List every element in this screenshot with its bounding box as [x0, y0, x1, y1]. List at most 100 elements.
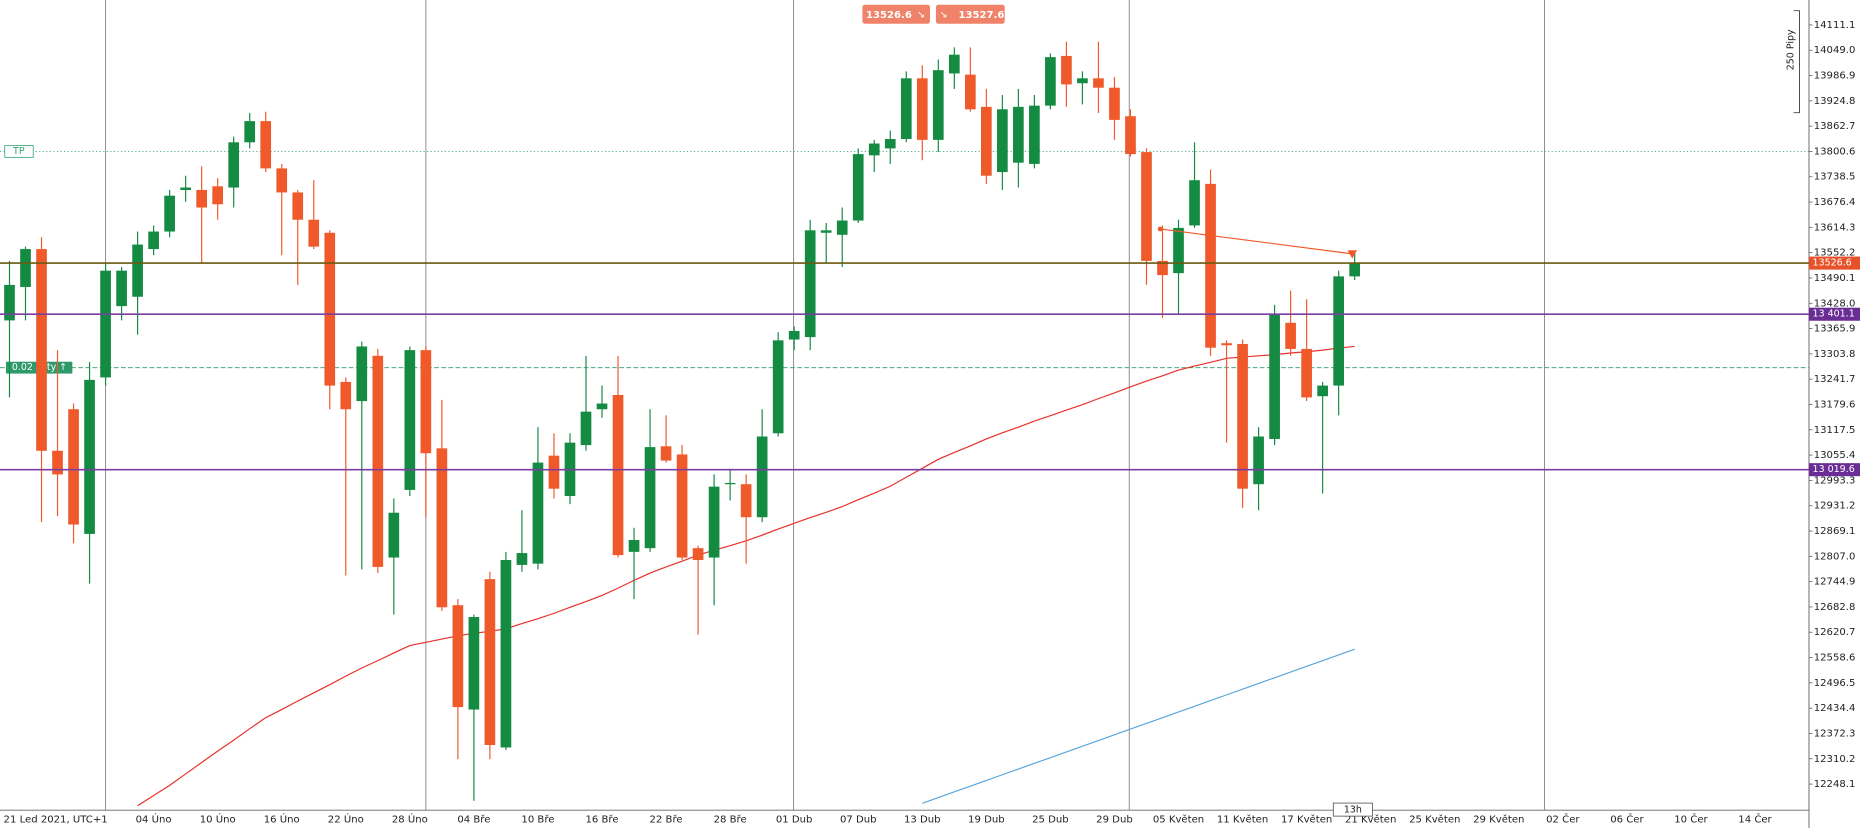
candle-body	[981, 106, 992, 176]
candle-body	[1205, 183, 1216, 348]
candle-body	[1109, 87, 1120, 120]
candle-body	[1077, 78, 1088, 84]
candle-body	[932, 70, 944, 140]
candle-body	[484, 579, 496, 745]
x-tick-label: 10 Úno	[200, 813, 236, 826]
y-tick-label: 12434.4	[1814, 703, 1856, 714]
y-tick-label: 12931.2	[1814, 501, 1856, 512]
x-tick-label: 28 Bře	[714, 814, 747, 826]
candle-body	[660, 446, 672, 461]
candle-body	[4, 284, 15, 321]
candle-body	[452, 605, 464, 708]
candle-body	[868, 143, 880, 156]
x-tick-label: 22 Úno	[328, 813, 364, 826]
trend-arrow	[1347, 250, 1358, 259]
candle-body	[68, 409, 79, 525]
candle-body	[132, 244, 143, 297]
x-tick-label: 07 Dub	[840, 815, 877, 826]
candle-body	[1349, 263, 1361, 277]
candle-body	[772, 340, 784, 434]
trend-anchor	[1157, 226, 1163, 232]
candle-body	[1269, 314, 1280, 439]
candle-body	[916, 78, 928, 140]
y-tick-label: 13428.0	[1814, 298, 1856, 309]
price-tag	[1808, 256, 1860, 270]
candle-body	[1157, 260, 1168, 276]
candle-body	[756, 436, 768, 518]
candle-body	[228, 142, 240, 188]
candle-body	[1013, 106, 1024, 163]
candle-body	[884, 139, 896, 149]
candle-body	[948, 54, 960, 74]
take-profit-label: TP	[12, 146, 25, 157]
y-tick-label: 13986.9	[1814, 71, 1856, 82]
x-tick-label: 04 Úno	[136, 813, 172, 826]
candle-body	[804, 230, 816, 338]
candle-body	[1317, 385, 1328, 397]
x-tick-label: 16 Bře	[585, 814, 618, 826]
candle-body	[1061, 55, 1072, 85]
candle-body	[852, 154, 864, 221]
y-tick-label: 12869.1	[1814, 526, 1856, 537]
y-tick-label: 12682.8	[1814, 602, 1856, 613]
y-tick-label: 12310.2	[1814, 754, 1856, 765]
candle-body	[372, 355, 384, 567]
timer-box	[1332, 802, 1373, 817]
buy-price: 13527.6	[958, 10, 1004, 21]
candle-body	[1221, 343, 1232, 346]
x-tick-label: 05 Květen	[1153, 814, 1204, 826]
x-tick-label: 06 Čer	[1610, 813, 1644, 826]
x-tick-label: 19 Dub	[968, 815, 1005, 826]
candle-body	[100, 270, 111, 378]
x-tick-label: 22 Bře	[650, 814, 683, 826]
candle-body	[1029, 105, 1040, 164]
candle-body	[964, 74, 976, 110]
y-tick-label: 13365.9	[1814, 324, 1856, 335]
x-tick-label: 21 Květen	[1345, 814, 1396, 826]
candle-body	[308, 219, 320, 247]
x-tick-label: 25 Dub	[1032, 815, 1069, 826]
trade-buttons[interactable]: 13526.6 ↘ ↘ 13527.6	[862, 4, 1005, 24]
x-tick-label: 14 Čer	[1738, 813, 1772, 826]
x-tick-label: 13 Dub	[904, 815, 941, 826]
x-tick-label: 10 Čer	[1674, 813, 1708, 826]
y-tick-label: 12372.3	[1814, 728, 1856, 739]
x-tick-label: 16 Úno	[264, 813, 300, 826]
x-tick-label: 29 Dub	[1096, 815, 1133, 826]
candle-body	[1093, 78, 1104, 88]
x-tick-label: 29 Květen	[1473, 814, 1524, 826]
y-tick-label: 12620.7	[1814, 627, 1856, 638]
y-tick-label: 12248.1	[1814, 779, 1856, 790]
candle-body	[36, 249, 47, 451]
candle-body	[420, 350, 432, 454]
y-tick-label: 13179.6	[1814, 399, 1856, 410]
candle-body	[1173, 227, 1184, 274]
candle-body	[1285, 322, 1296, 349]
candle-body	[836, 220, 848, 235]
candle-body	[404, 350, 416, 490]
candle-body	[1333, 276, 1344, 386]
ruler-bracket	[1793, 10, 1800, 114]
candle-body	[548, 455, 560, 489]
candle-body	[180, 187, 191, 190]
y-tick-label: 13303.8	[1814, 349, 1856, 360]
candle-body	[644, 447, 656, 549]
y-tick-label: 13614.3	[1814, 222, 1856, 233]
y-tick-label: 14111.1	[1814, 20, 1856, 31]
candle-body	[276, 168, 288, 193]
candle-body	[724, 482, 736, 485]
buy-button[interactable]	[935, 4, 1005, 24]
candle-body	[52, 450, 63, 475]
y-tick-label: 13490.1	[1814, 273, 1856, 284]
candle-body	[1253, 436, 1264, 485]
buy-icon: ↘	[939, 9, 947, 20]
candle-body	[820, 230, 832, 233]
candle-body	[340, 381, 352, 410]
y-tick-label: 12496.5	[1814, 678, 1856, 689]
sell-button[interactable]	[862, 4, 930, 24]
moving-average	[922, 648, 1355, 804]
y-tick-label: 14049.0	[1814, 45, 1856, 56]
trend-line	[1157, 226, 1358, 259]
y-tick-label: 12558.6	[1814, 653, 1856, 664]
